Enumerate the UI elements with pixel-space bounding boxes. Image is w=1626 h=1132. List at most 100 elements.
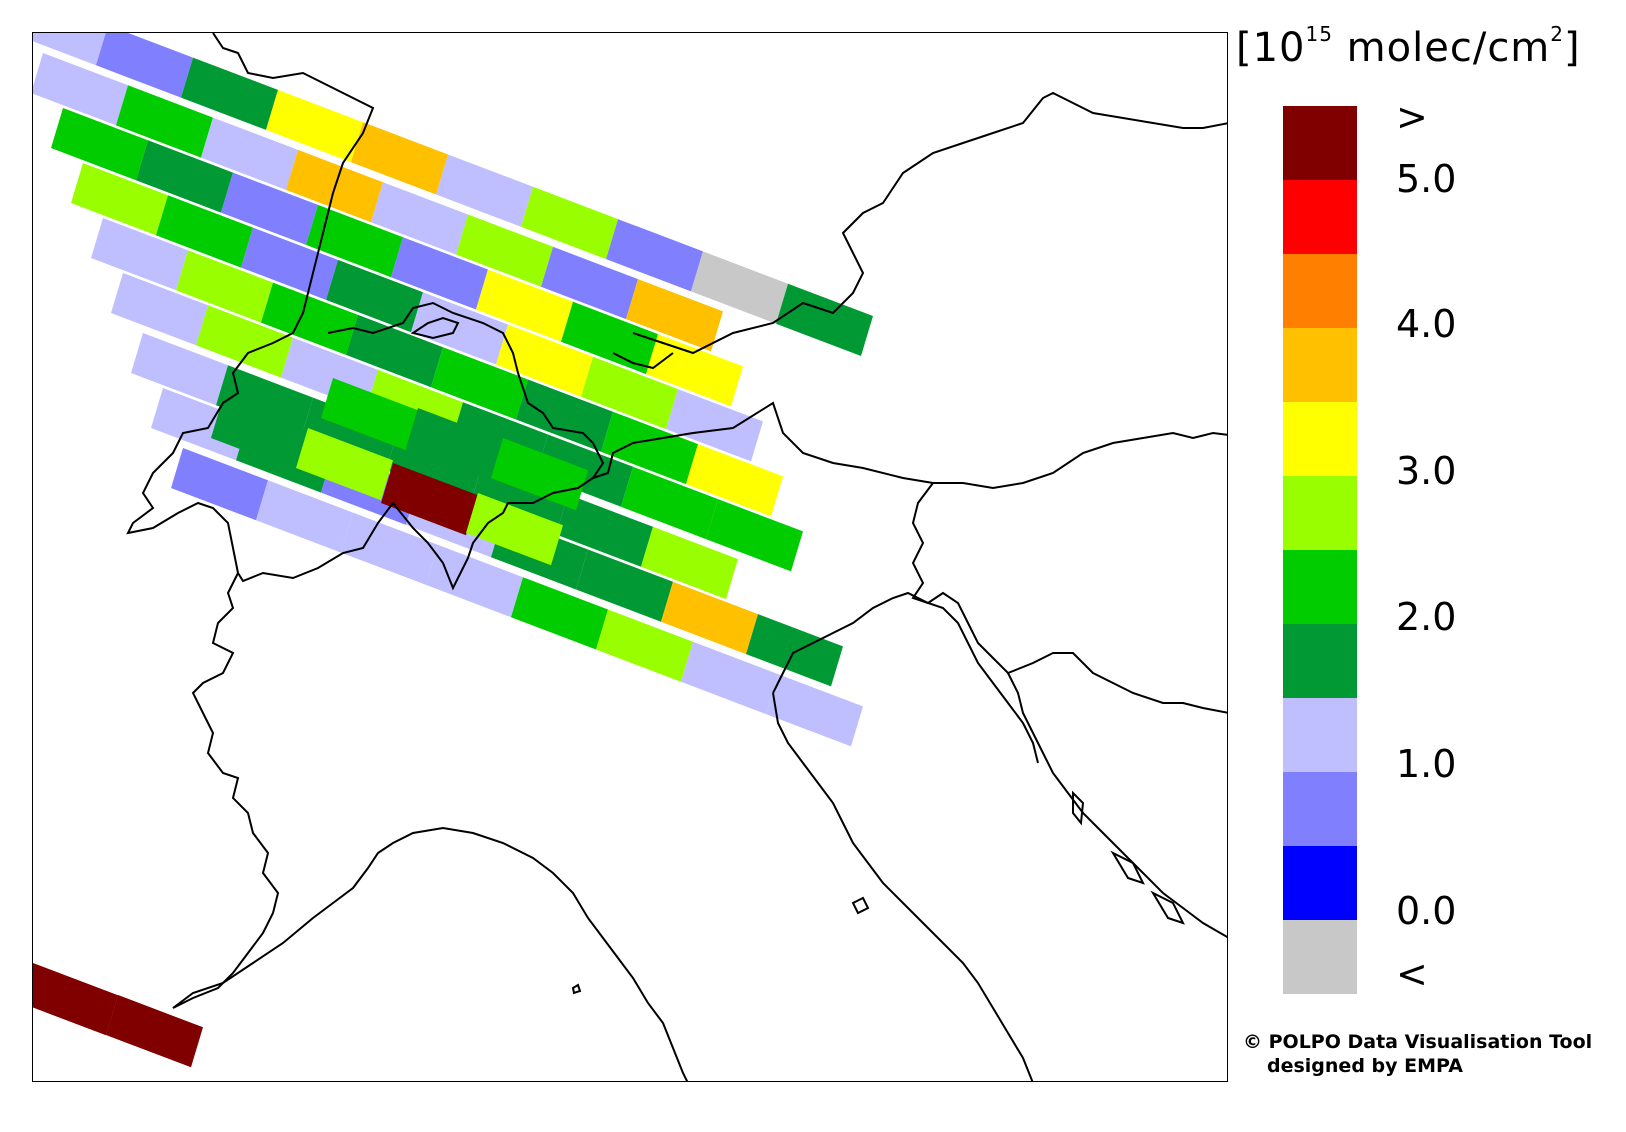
swath-pixel xyxy=(211,398,308,471)
colorbar xyxy=(1283,106,1357,994)
border-switzerland xyxy=(126,33,605,591)
swath-pixel xyxy=(691,251,788,324)
swath-pixel xyxy=(326,259,423,333)
swath-pixel xyxy=(776,283,873,356)
island-5 xyxy=(1150,890,1185,925)
swath-pixel xyxy=(106,995,203,1068)
colorbar-segment xyxy=(1283,476,1357,550)
colorbar-segment xyxy=(1283,106,1357,180)
swath-pixel xyxy=(91,218,188,291)
swath-pixel xyxy=(201,117,298,190)
colorbar-tick-label: 0.0 xyxy=(1396,889,1457,933)
map-frame xyxy=(32,32,1228,1082)
swath-pixel xyxy=(521,186,618,260)
swath-pixel xyxy=(666,389,763,462)
swath-pixel xyxy=(746,614,843,687)
swath-pixel xyxy=(33,33,106,66)
colorbar-tick-label: 4.0 xyxy=(1396,302,1457,346)
legend-unit-label: [1015 molec/cm2] xyxy=(1236,22,1581,71)
swath-pixel xyxy=(426,544,523,618)
swath-pixel xyxy=(466,493,563,566)
swath-pixel xyxy=(686,444,783,517)
colorbar-segment xyxy=(1283,920,1357,994)
swath-pixel xyxy=(581,356,678,430)
swath-pixel xyxy=(131,333,228,406)
swath-pixel xyxy=(261,282,358,355)
swath-pixel xyxy=(71,163,168,236)
colorbar-tick-label: 3.0 xyxy=(1396,449,1457,493)
swath-pixel xyxy=(456,214,553,287)
swath-pixel xyxy=(541,246,638,320)
unit-prefix: [10 xyxy=(1236,25,1306,71)
swath-pixel xyxy=(431,347,528,420)
unit-middle: molec/cm xyxy=(1332,25,1551,71)
islands xyxy=(571,790,1185,995)
swath-pixel xyxy=(196,305,293,378)
credits-line-1: © POLPO Data Visualisation Tool xyxy=(1243,1031,1593,1053)
border-lake-garda xyxy=(410,316,460,340)
swath-pixel xyxy=(561,301,658,375)
credits: © POLPO Data Visualisation Tool designed… xyxy=(1243,1030,1592,1078)
swath-pixel xyxy=(641,526,738,600)
swath-pixel xyxy=(516,379,613,452)
swath-pixel xyxy=(176,250,273,323)
colorbar-segment xyxy=(1283,328,1357,402)
swath-pixel xyxy=(156,195,253,268)
colorbar-segment xyxy=(1283,180,1357,254)
coast-croatia xyxy=(1007,672,1227,939)
swath-pixel xyxy=(111,273,208,346)
swath-pixel xyxy=(296,428,393,501)
unit-power: 2 xyxy=(1550,22,1565,46)
colorbar-segment xyxy=(1283,550,1357,624)
swath-pixel xyxy=(171,448,268,521)
colorbar-tick-label: 5.0 xyxy=(1396,157,1457,201)
swath-pixel xyxy=(766,674,863,747)
colorbar-tick-label: > xyxy=(1396,95,1428,139)
colorbar-segment xyxy=(1283,254,1357,328)
coast-ligurian xyxy=(172,826,689,1081)
map-canvas xyxy=(33,33,1227,1081)
swath-pixel xyxy=(661,581,758,655)
island-3 xyxy=(1072,790,1085,826)
swath-pixel xyxy=(491,438,588,511)
swath-pixel xyxy=(601,411,698,485)
swath-pixel xyxy=(596,609,693,682)
border-italy-france xyxy=(172,572,280,1009)
swath-pixel xyxy=(341,512,438,585)
swath-pixel xyxy=(471,462,568,535)
border-austria xyxy=(592,91,1227,490)
swath-pixel xyxy=(411,292,508,365)
swath-pixel xyxy=(381,463,478,536)
swath-pixel xyxy=(706,499,803,572)
swath-pixel xyxy=(33,53,128,126)
swath-pixel xyxy=(33,963,118,1036)
colorbar-tick-label: 2.0 xyxy=(1396,595,1457,639)
island-2 xyxy=(571,983,582,995)
swath-pixel xyxy=(626,279,723,352)
swath-pixel xyxy=(681,641,778,715)
swath-pixel xyxy=(406,408,503,481)
colorbar-segment xyxy=(1283,772,1357,846)
swath-pixel xyxy=(216,365,313,438)
island-4 xyxy=(1110,850,1145,885)
satellite-swath-pixels xyxy=(33,33,873,1068)
colorbar-segment xyxy=(1283,698,1357,772)
swath-pixel xyxy=(511,577,608,650)
swath-pixel xyxy=(181,57,278,130)
swath-pixel xyxy=(221,172,318,245)
swath-pixel xyxy=(96,33,193,98)
colorbar-segment xyxy=(1283,402,1357,476)
unit-exponent: 15 xyxy=(1305,22,1333,46)
colorbar-tick-label: 1.0 xyxy=(1396,742,1457,786)
unit-suffix: ] xyxy=(1564,25,1581,71)
swath-pixel xyxy=(241,227,338,300)
swath-pixel xyxy=(576,549,673,622)
island-1 xyxy=(851,896,870,915)
swath-pixel xyxy=(496,324,593,397)
swath-pixel xyxy=(621,466,718,540)
swath-pixel xyxy=(351,122,448,195)
swath-pixel xyxy=(556,494,653,567)
swath-pixel xyxy=(436,154,533,227)
swath-pixel xyxy=(371,182,468,255)
swath-pixel xyxy=(391,237,488,310)
